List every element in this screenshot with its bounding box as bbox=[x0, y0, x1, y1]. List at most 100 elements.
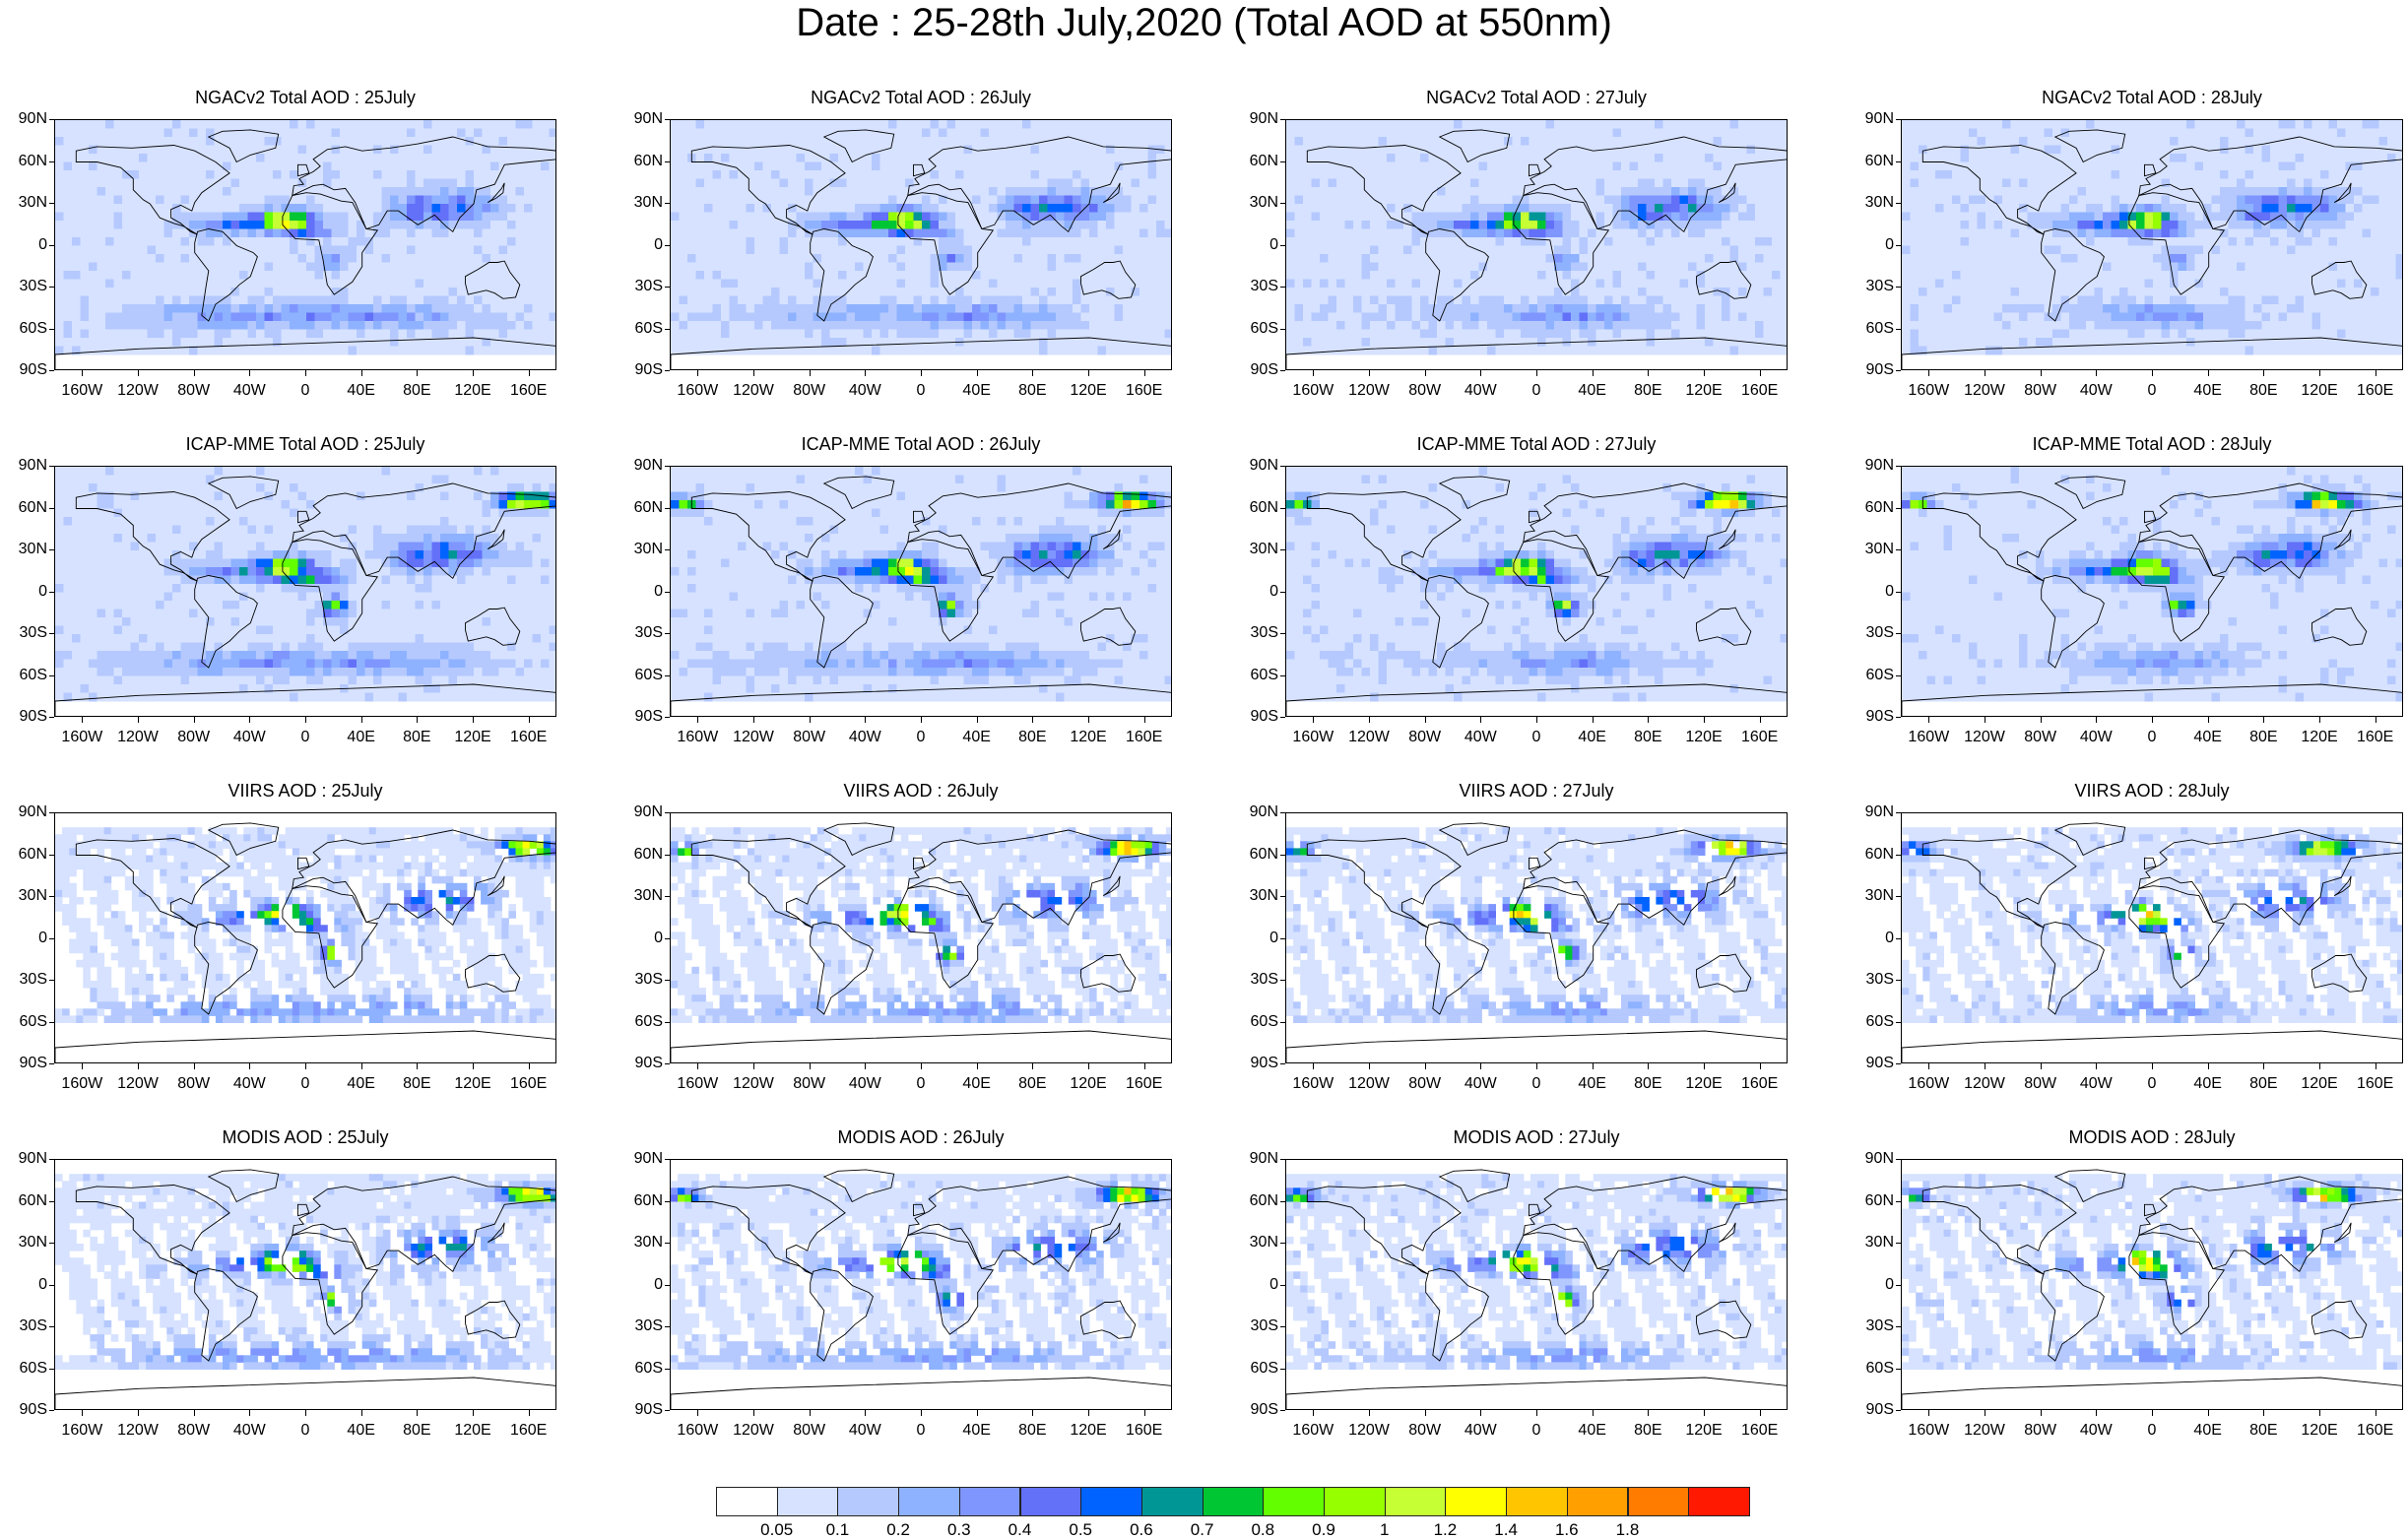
lon-tick-label: 40W bbox=[1451, 382, 1510, 400]
colorbar-swatch bbox=[1324, 1487, 1386, 1516]
world-map bbox=[670, 1159, 1172, 1410]
lon-tick-label: 80W bbox=[1396, 1422, 1455, 1440]
lat-tick-label: 60S bbox=[1231, 1360, 1278, 1378]
lon-tick-label: 120W bbox=[1955, 1075, 2014, 1093]
lat-tick-label: 30N bbox=[1847, 541, 1894, 558]
lat-tick-label: 0 bbox=[1847, 930, 1894, 947]
figure-title: Date : 25-28th July,2020 (Total AOD at 5… bbox=[0, 0, 2408, 49]
lat-tick bbox=[49, 161, 54, 162]
coastline-outline bbox=[55, 1031, 556, 1063]
lon-tick-label: 40E bbox=[332, 382, 391, 400]
lon-tick bbox=[977, 717, 978, 723]
lon-tick bbox=[1313, 717, 1314, 723]
lat-tick-label: 60S bbox=[0, 1360, 47, 1378]
panel-title: NGACv2 Total AOD : 26July bbox=[670, 87, 1172, 108]
lat-tick bbox=[665, 980, 670, 981]
lon-tick bbox=[921, 370, 922, 376]
lon-tick bbox=[2096, 1410, 2097, 1416]
lat-tick bbox=[49, 329, 54, 330]
lon-tick-label: 120E bbox=[2290, 1422, 2349, 1440]
lon-tick-label: 40E bbox=[2179, 1075, 2238, 1093]
lat-tick-label: 90N bbox=[0, 110, 47, 128]
lat-tick bbox=[1896, 1201, 1901, 1202]
lon-tick-label: 80E bbox=[1618, 729, 1677, 746]
lat-tick-label: 30N bbox=[616, 194, 663, 212]
lat-tick bbox=[665, 203, 670, 204]
lon-tick-label: 160W bbox=[1899, 382, 1958, 400]
lat-tick bbox=[1896, 812, 1901, 813]
lon-tick-label: 120E bbox=[1059, 1075, 1118, 1093]
lon-tick bbox=[2096, 717, 2097, 723]
lat-tick bbox=[665, 812, 670, 813]
lat-tick-label: 30S bbox=[1231, 624, 1278, 642]
lon-tick-label: 40E bbox=[332, 1422, 391, 1440]
world-map bbox=[1285, 1159, 1788, 1410]
lon-tick-label: 160W bbox=[1899, 1075, 1958, 1093]
lat-tick bbox=[665, 592, 670, 593]
lat-tick-label: 90S bbox=[0, 1401, 47, 1419]
lat-tick-label: 90N bbox=[616, 457, 663, 475]
lat-tick-label: 90N bbox=[616, 803, 663, 821]
lon-tick-label: 160E bbox=[499, 1075, 558, 1093]
lat-tick-label: 0 bbox=[0, 1276, 47, 1294]
lon-tick-label: 80W bbox=[780, 1075, 839, 1093]
lat-tick-label: 0 bbox=[1231, 1276, 1278, 1294]
colorbar-label: 1 bbox=[1360, 1520, 1409, 1540]
panel-title: MODIS AOD : 27July bbox=[1285, 1126, 1788, 1148]
lon-tick-label: 80W bbox=[1396, 382, 1455, 400]
lon-tick bbox=[1536, 1063, 1537, 1069]
lat-tick-label: 0 bbox=[0, 236, 47, 254]
lon-tick bbox=[1704, 1410, 1705, 1416]
lon-tick-label: 120E bbox=[1674, 1075, 1733, 1093]
lon-tick bbox=[1425, 1063, 1426, 1069]
lon-tick bbox=[1704, 370, 1705, 376]
lon-tick bbox=[1648, 1410, 1649, 1416]
lat-tick bbox=[665, 466, 670, 467]
world-map bbox=[54, 119, 556, 370]
lon-tick-label: 120E bbox=[1059, 1422, 1118, 1440]
lon-tick bbox=[810, 1063, 811, 1069]
colorbar-label: 0.4 bbox=[996, 1520, 1045, 1540]
lon-tick bbox=[473, 1410, 474, 1416]
lon-tick bbox=[529, 1063, 530, 1069]
lat-tick-label: 30N bbox=[0, 194, 47, 212]
lon-tick-label: 40W bbox=[2066, 1422, 2125, 1440]
lon-tick bbox=[2319, 717, 2320, 723]
lat-tick bbox=[1280, 466, 1285, 467]
colorbar-label: 0.5 bbox=[1056, 1520, 1105, 1540]
coastline-outline bbox=[1286, 1378, 1788, 1410]
lon-tick-label: 120E bbox=[2290, 729, 2349, 746]
coastline-outline bbox=[1286, 1031, 1788, 1063]
lat-tick-label: 30N bbox=[1231, 541, 1278, 558]
lon-tick bbox=[1480, 717, 1481, 723]
world-map bbox=[1901, 466, 2403, 717]
lon-tick bbox=[1032, 717, 1033, 723]
lon-tick-label: 160W bbox=[52, 729, 111, 746]
panel-title: MODIS AOD : 25July bbox=[54, 1126, 556, 1148]
lat-tick bbox=[49, 1326, 54, 1327]
lat-tick bbox=[1896, 466, 1901, 467]
lat-tick-label: 90S bbox=[1847, 708, 1894, 726]
lon-tick-label: 80W bbox=[164, 1075, 224, 1093]
lon-tick-label: 80E bbox=[387, 1075, 446, 1093]
lon-tick bbox=[2375, 1410, 2376, 1416]
world-map bbox=[670, 466, 1172, 717]
lon-tick bbox=[473, 1063, 474, 1069]
lon-tick-label: 160W bbox=[668, 382, 727, 400]
lat-tick bbox=[1280, 1159, 1285, 1160]
lat-tick bbox=[1280, 633, 1285, 634]
lon-tick bbox=[1088, 717, 1089, 723]
lon-tick-label: 0 bbox=[1507, 729, 1566, 746]
lon-tick-label: 40E bbox=[1563, 1422, 1622, 1440]
lon-tick-label: 40E bbox=[947, 729, 1007, 746]
lat-tick bbox=[1280, 1326, 1285, 1327]
lon-tick bbox=[921, 1063, 922, 1069]
lat-tick bbox=[49, 633, 54, 634]
lat-tick-label: 90S bbox=[1231, 1401, 1278, 1419]
lon-tick-label: 40W bbox=[220, 1422, 279, 1440]
lon-tick-label: 40W bbox=[2066, 1075, 2125, 1093]
lon-tick-label: 80W bbox=[2011, 729, 2070, 746]
